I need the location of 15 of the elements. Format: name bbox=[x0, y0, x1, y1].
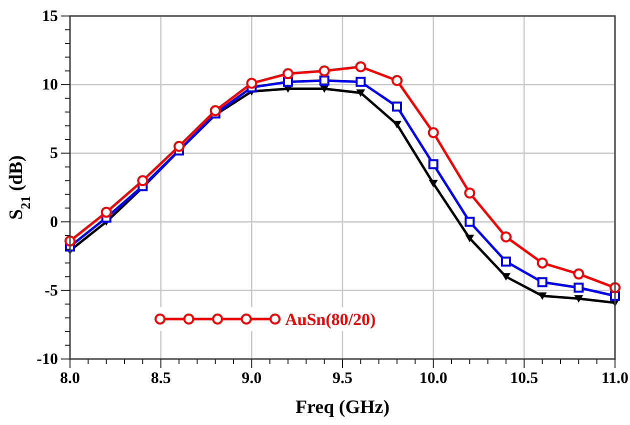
x-tick-label: 8.5 bbox=[150, 370, 171, 387]
x-tick-label: 9.5 bbox=[332, 370, 352, 387]
x-tick-label: 9.0 bbox=[242, 370, 262, 387]
x-tick-label: 11.0 bbox=[601, 370, 629, 387]
y-tick-label: 10 bbox=[42, 76, 58, 94]
x-tick-label: 8.0 bbox=[60, 370, 80, 387]
x-tick-label: 10.5 bbox=[510, 370, 538, 387]
y-tick-label: 5 bbox=[50, 145, 58, 162]
y-tick-label: 15 bbox=[42, 8, 58, 25]
y-tick-label: -10 bbox=[36, 351, 58, 368]
legend-label: AuSn(80/20) bbox=[285, 310, 376, 329]
x-axis-title: Freq (GHz) bbox=[295, 397, 390, 418]
y-tick-label: 0 bbox=[50, 214, 58, 231]
x-tick-label: 10.0 bbox=[419, 370, 448, 387]
y-tick-label: -5 bbox=[44, 282, 58, 300]
